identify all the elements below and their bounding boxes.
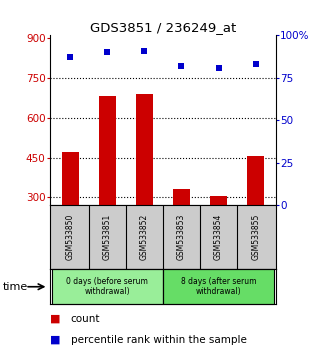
Text: GSM533854: GSM533854 — [214, 214, 223, 261]
Bar — [99, 96, 116, 205]
Text: GSM533853: GSM533853 — [177, 214, 186, 261]
Text: GSM533851: GSM533851 — [103, 214, 112, 260]
Text: percentile rank within the sample: percentile rank within the sample — [71, 335, 247, 345]
Bar — [52, 269, 163, 304]
Bar — [62, 152, 79, 205]
Text: GSM533852: GSM533852 — [140, 214, 149, 260]
Text: 0 days (before serum
withdrawal): 0 days (before serum withdrawal) — [66, 277, 148, 296]
Text: time: time — [3, 282, 29, 292]
Text: 8 days (after serum
withdrawal): 8 days (after serum withdrawal) — [181, 277, 256, 296]
Bar — [247, 156, 264, 205]
Text: GSM533855: GSM533855 — [251, 214, 260, 261]
Bar — [173, 189, 190, 205]
Title: GDS3851 / 236249_at: GDS3851 / 236249_at — [90, 21, 236, 34]
Text: ■: ■ — [50, 314, 60, 324]
Text: count: count — [71, 314, 100, 324]
Text: GSM533850: GSM533850 — [66, 214, 75, 261]
Bar — [136, 94, 153, 205]
Text: ■: ■ — [50, 335, 60, 345]
Bar — [210, 196, 227, 205]
Bar — [163, 269, 274, 304]
